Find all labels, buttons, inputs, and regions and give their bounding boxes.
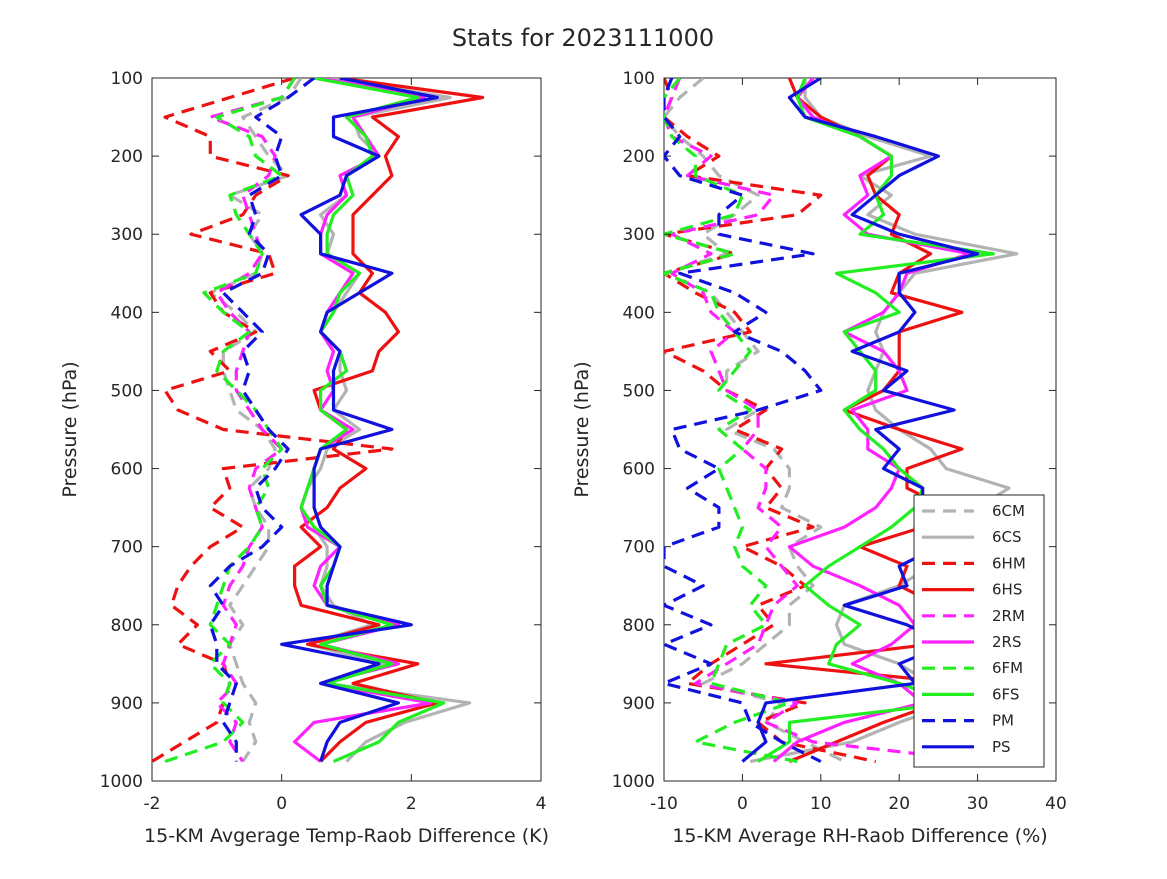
x-tick-label: 30	[967, 794, 989, 814]
y-tick-label: 1000	[100, 772, 143, 792]
legend-label-pm: PM	[992, 712, 1014, 730]
y-tick-label: 100	[111, 69, 143, 89]
series-line-ps	[280, 78, 439, 763]
y-tick-label: 800	[111, 616, 143, 636]
series-group	[152, 78, 485, 764]
y-tick-label: 500	[623, 381, 655, 401]
series-line-6hs	[293, 78, 485, 763]
x-tick-label: 2	[406, 794, 417, 814]
series-group	[664, 78, 1019, 764]
x-tick-label: 4	[536, 794, 547, 814]
legend-label-6hs: 6HS	[992, 581, 1022, 599]
temp-difference-panel: 100 200 300 400 500 600 700 800 900 1000-2 0 2 4 15-K…	[59, 69, 549, 847]
y-tick-label: 400	[111, 303, 143, 323]
legend-box	[913, 494, 1045, 768]
y-tick-label: 800	[623, 616, 655, 636]
legend-label-2rm: 2RM	[992, 607, 1025, 625]
y-tick-label: 900	[111, 694, 143, 714]
x-tick-label: -10	[650, 794, 678, 814]
series-line-2rm	[664, 78, 986, 764]
x-tick-label: 0	[276, 794, 287, 814]
legend-label-6fs: 6FS	[992, 685, 1019, 703]
legend-label-6hm: 6HM	[992, 554, 1026, 572]
series-line-6hm	[152, 78, 394, 763]
y-tick-label: 200	[623, 147, 655, 167]
series-line-6cm	[664, 78, 846, 763]
x-axis-label: 15-KM Average RH-Raob Difference (%)	[672, 825, 1047, 847]
rh-difference-panel: 100 200 300 400 500 600 700 800 900 1000-10 0 10 20 3…	[571, 69, 1067, 847]
series-line-6cm	[208, 78, 303, 763]
x-axis-label: 15-KM Avgerage Temp-Raob Difference (K)	[144, 825, 549, 847]
legend-label-6cs: 6CS	[992, 528, 1022, 546]
x-tick-label: 20	[888, 794, 910, 814]
x-tick-label: 40	[1045, 794, 1067, 814]
x-tick-label: -2	[144, 794, 161, 814]
legend-label-ps: PS	[992, 738, 1011, 756]
series-line-pm	[208, 78, 316, 762]
figure-title: Stats for 2023111000	[452, 24, 714, 52]
y-tick-label: 400	[623, 303, 655, 323]
y-tick-label: 500	[111, 381, 143, 401]
y-axis-label: Pressure (hPa)	[571, 361, 593, 497]
series-line-2rs	[772, 78, 972, 763]
x-tick-label: 10	[810, 794, 832, 814]
y-tick-label: 300	[111, 225, 143, 245]
series-line-6hs	[764, 78, 964, 763]
y-tick-label: 600	[111, 460, 143, 480]
y-tick-label: 700	[623, 538, 655, 558]
series-line-6cs	[749, 78, 1019, 764]
y-tick-label: 600	[623, 460, 655, 480]
plot-area-frame	[663, 77, 1057, 782]
series-line-2rm	[208, 78, 296, 763]
legend-label-2rs: 2RS	[992, 633, 1022, 651]
y-tick-label: 300	[623, 225, 655, 245]
legend-label-6cm: 6CM	[992, 502, 1025, 520]
series-line-pm	[664, 78, 823, 763]
x-tick-label: 0	[737, 794, 748, 814]
y-axis-label: Pressure (hPa)	[59, 361, 81, 497]
y-tick-label: 700	[111, 538, 143, 558]
y-tick-label: 900	[623, 694, 655, 714]
series-line-6fs	[299, 78, 446, 763]
y-tick-label: 1000	[612, 772, 655, 792]
legend: 6CM 6CS 6HM 6HS 2RM 2RS 6FM 6FS PM PS	[913, 494, 1045, 768]
y-tick-label: 200	[111, 147, 143, 167]
y-tick-label: 100	[623, 69, 655, 89]
legend-label-6fm: 6FM	[992, 659, 1023, 677]
series-line-6hm	[664, 78, 877, 764]
